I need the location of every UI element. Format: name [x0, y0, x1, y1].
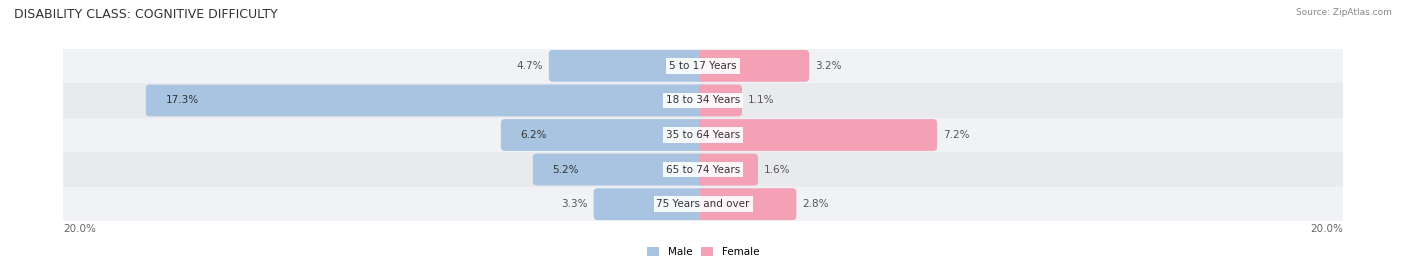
- Text: 20.0%: 20.0%: [63, 224, 96, 234]
- Text: 18 to 34 Years: 18 to 34 Years: [666, 95, 740, 106]
- Text: Source: ZipAtlas.com: Source: ZipAtlas.com: [1296, 8, 1392, 17]
- Bar: [63, 152, 1343, 187]
- Legend: Male, Female: Male, Female: [647, 247, 759, 257]
- Text: 20.0%: 20.0%: [1310, 224, 1343, 234]
- Text: 7.2%: 7.2%: [943, 130, 969, 140]
- Text: 35 to 64 Years: 35 to 64 Years: [666, 130, 740, 140]
- Bar: [63, 118, 1343, 152]
- Text: 75 Years and over: 75 Years and over: [657, 199, 749, 209]
- Text: 1.1%: 1.1%: [748, 95, 775, 106]
- Text: 65 to 74 Years: 65 to 74 Years: [666, 164, 740, 175]
- Bar: [63, 187, 1343, 221]
- Text: 6.2%: 6.2%: [520, 130, 547, 140]
- Text: 4.7%: 4.7%: [516, 61, 543, 71]
- FancyBboxPatch shape: [593, 188, 707, 220]
- Text: 2.8%: 2.8%: [803, 199, 828, 209]
- Text: 5.2%: 5.2%: [553, 164, 579, 175]
- FancyBboxPatch shape: [548, 50, 707, 82]
- Bar: [63, 49, 1343, 83]
- FancyBboxPatch shape: [501, 119, 707, 151]
- Text: DISABILITY CLASS: COGNITIVE DIFFICULTY: DISABILITY CLASS: COGNITIVE DIFFICULTY: [14, 8, 278, 21]
- FancyBboxPatch shape: [699, 85, 742, 116]
- Text: 1.6%: 1.6%: [763, 164, 790, 175]
- Text: 3.2%: 3.2%: [815, 61, 841, 71]
- FancyBboxPatch shape: [699, 188, 796, 220]
- FancyBboxPatch shape: [699, 119, 938, 151]
- Text: 3.3%: 3.3%: [561, 199, 588, 209]
- Text: 17.3%: 17.3%: [166, 95, 198, 106]
- FancyBboxPatch shape: [533, 154, 707, 185]
- Bar: [63, 83, 1343, 118]
- FancyBboxPatch shape: [699, 154, 758, 185]
- Text: 5 to 17 Years: 5 to 17 Years: [669, 61, 737, 71]
- FancyBboxPatch shape: [699, 50, 810, 82]
- FancyBboxPatch shape: [146, 85, 707, 116]
